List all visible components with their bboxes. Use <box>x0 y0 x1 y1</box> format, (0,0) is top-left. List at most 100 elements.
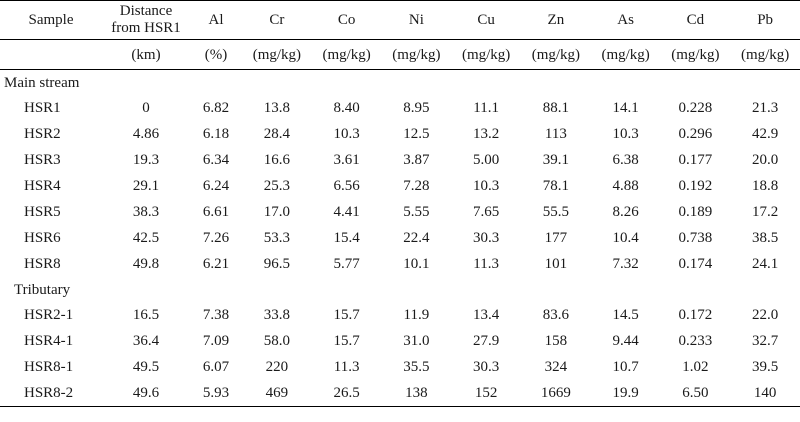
cell-sample: HSR6 <box>24 230 61 246</box>
cell-pb: 17.2 <box>752 204 779 220</box>
cell-cr: 58.0 <box>263 333 290 349</box>
header-al: Al <box>190 0 242 40</box>
cell-cr: 28.4 <box>263 126 290 142</box>
cell-sample: HSR2 <box>24 126 61 142</box>
cell-distance: 49.8 <box>132 256 160 272</box>
cell-cu: 11.1 <box>473 100 499 116</box>
units-sample-blank <box>0 39 102 70</box>
cell-sample: HSR8-1 <box>24 359 74 375</box>
cell-zn: 88.1 <box>542 100 569 116</box>
cell-cr: 96.5 <box>263 256 290 272</box>
cell-cu: 152 <box>451 380 521 407</box>
cell-as: 7.32 <box>612 256 639 272</box>
cell-zn: 1669 <box>521 380 591 407</box>
cell-as: 8.26 <box>612 204 639 220</box>
cell-al: 6.21 <box>202 256 230 272</box>
cell-co: 15.4 <box>333 230 360 246</box>
cell-cu: 10.3 <box>473 178 500 194</box>
cell-pb: 24.1 <box>752 256 779 272</box>
cell-ni: 138 <box>381 380 452 407</box>
cell-zn: 324 <box>544 359 568 375</box>
cell-cd: 0.228 <box>678 100 713 116</box>
cell-zn: 158 <box>544 333 568 349</box>
unit-cr: (mg/kg) <box>242 39 312 70</box>
cell-ni: 31.0 <box>403 333 430 349</box>
unit-ni: (mg/kg) <box>381 39 452 70</box>
cell-al: 6.61 <box>202 204 230 220</box>
cell-distance: 16.5 <box>132 307 160 323</box>
cell-al: 7.38 <box>202 307 230 323</box>
table-row: HSR2 4.86 6.18 28.4 10.3 12.5 13.2 113 1… <box>0 121 800 147</box>
table-row: HSR5 38.3 6.61 17.0 4.41 5.55 7.65 55.5 … <box>0 199 800 225</box>
cell-ni: 8.95 <box>403 100 430 116</box>
cell-distance: 49.6 <box>102 380 190 407</box>
header-distance: Distance from HSR1 <box>102 0 190 40</box>
cell-sample: HSR5 <box>24 204 61 220</box>
cell-distance: 42.5 <box>132 230 160 246</box>
cell-cd: 0.296 <box>678 126 713 142</box>
table-row: HSR6 42.5 7.26 53.3 15.4 22.4 30.3 177 1… <box>0 225 800 251</box>
cell-zn: 39.1 <box>542 152 569 168</box>
cell-co: 6.56 <box>333 178 360 194</box>
cell-ni: 12.5 <box>403 126 430 142</box>
cell-sample: HSR3 <box>24 152 61 168</box>
cell-distance: 36.4 <box>132 333 160 349</box>
cell-cd: 6.50 <box>660 380 731 407</box>
cell-as: 19.9 <box>590 380 661 407</box>
heavy-metal-table: Sample Distance from HSR1 Al Cr Co Ni Cu… <box>0 0 800 407</box>
header-cu: Cu <box>451 0 521 40</box>
cell-as: 10.7 <box>612 359 639 375</box>
cell-pb: 42.9 <box>752 126 779 142</box>
cell-co: 26.5 <box>311 380 382 407</box>
table-row: HSR3 19.3 6.34 16.6 3.61 3.87 5.00 39.1 … <box>0 147 800 173</box>
cell-cr: 469 <box>242 380 312 407</box>
cell-al: 7.09 <box>202 333 230 349</box>
cell-cr: 220 <box>265 359 289 375</box>
cell-cd: 0.174 <box>678 256 713 272</box>
cell-ni: 3.87 <box>403 152 430 168</box>
header-as: As <box>590 0 661 40</box>
table-row: HSR8-1 49.5 6.07 220 11.3 35.5 30.3 324 … <box>0 354 800 380</box>
cell-cu: 5.00 <box>473 152 500 168</box>
cell-sample: HSR2-1 <box>24 307 74 323</box>
cell-pb: 140 <box>730 380 800 407</box>
cell-as: 6.38 <box>612 152 639 168</box>
cell-co: 15.7 <box>333 333 360 349</box>
unit-cu: (mg/kg) <box>451 39 521 70</box>
cell-sample: HSR8 <box>24 256 61 272</box>
unit-al: (%) <box>190 39 242 70</box>
section-label: Tributary <box>14 281 71 298</box>
cell-as: 4.88 <box>612 178 639 194</box>
cell-co: 8.40 <box>333 100 360 116</box>
cell-al: 5.93 <box>190 380 242 407</box>
cell-pb: 22.0 <box>752 307 779 323</box>
header-co: Co <box>311 0 382 40</box>
header-cd: Cd <box>660 0 731 40</box>
cell-ni: 7.28 <box>403 178 430 194</box>
cell-cu: 13.4 <box>473 307 500 323</box>
cell-cd: 0.177 <box>678 152 713 168</box>
table-row: HSR8-2 49.6 5.93 469 26.5 138 152 1669 1… <box>0 380 800 407</box>
table-row: HSR4-1 36.4 7.09 58.0 15.7 31.0 27.9 158… <box>0 328 800 354</box>
cell-cu: 30.3 <box>473 359 500 375</box>
cell-cr: 53.3 <box>263 230 290 246</box>
cell-cd: 0.738 <box>678 230 713 246</box>
cell-as: 10.4 <box>612 230 639 246</box>
cell-distance: 19.3 <box>132 152 160 168</box>
header-sample: Sample <box>0 0 102 40</box>
cell-cd: 1.02 <box>682 359 709 375</box>
cell-zn: 55.5 <box>542 204 569 220</box>
table-row: HSR4 29.1 6.24 25.3 6.56 7.28 10.3 78.1 … <box>0 173 800 199</box>
header-ni: Ni <box>381 0 452 40</box>
cell-cd: 0.172 <box>678 307 713 323</box>
header-distance-line2: from HSR1 <box>111 20 181 36</box>
cell-cu: 13.2 <box>473 126 500 142</box>
cell-al: 7.26 <box>202 230 230 246</box>
cell-distance: 4.86 <box>132 126 160 142</box>
cell-cu: 30.3 <box>473 230 500 246</box>
table-row: HSR2-1 16.5 7.38 33.8 15.7 11.9 13.4 83.… <box>0 302 800 328</box>
cell-pb: 20.0 <box>752 152 779 168</box>
cell-as: 14.5 <box>612 307 639 323</box>
cell-pb: 32.7 <box>752 333 779 349</box>
cell-co: 4.41 <box>333 204 360 220</box>
